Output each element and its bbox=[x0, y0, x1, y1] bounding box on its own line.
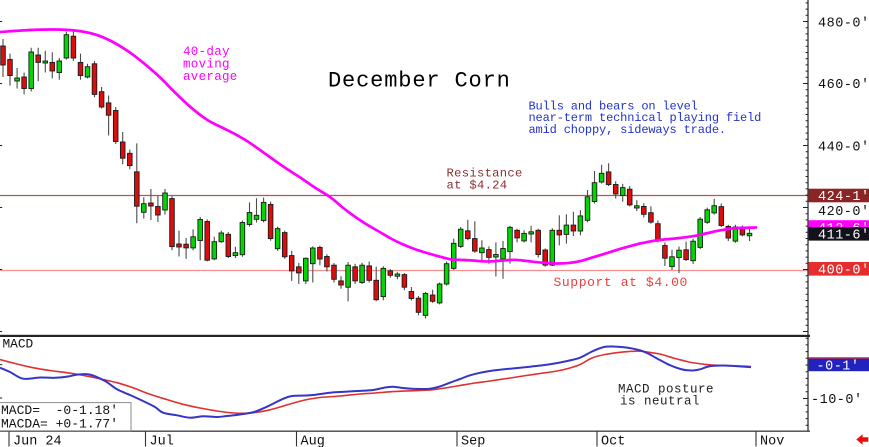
svg-text:460-0': 460-0' bbox=[818, 78, 869, 93]
svg-text:420-0': 420-0' bbox=[818, 205, 869, 220]
svg-text:MACD: MACD bbox=[3, 336, 34, 351]
svg-text:Support at $4.00: Support at $4.00 bbox=[554, 275, 688, 290]
svg-text:480-0': 480-0' bbox=[818, 17, 869, 32]
svg-text:424-1': 424-1' bbox=[818, 190, 869, 205]
svg-text:Jun 24: Jun 24 bbox=[13, 435, 62, 447]
svg-text:December Corn: December Corn bbox=[328, 69, 511, 94]
svg-text:Sep: Sep bbox=[461, 435, 485, 447]
svg-text:MACD= -0-1.18': MACD= -0-1.18' bbox=[1, 403, 118, 418]
svg-text:Jul: Jul bbox=[150, 435, 174, 447]
svg-text:-0-1': -0-1' bbox=[817, 360, 860, 375]
svg-text:Resistance: Resistance bbox=[447, 166, 523, 180]
svg-text:411-6': 411-6' bbox=[818, 228, 869, 243]
svg-text:amid choppy, sideways trade.: amid choppy, sideways trade. bbox=[529, 123, 726, 137]
svg-text:Nov: Nov bbox=[760, 435, 784, 447]
svg-text:Oct: Oct bbox=[601, 435, 625, 447]
svg-text:MACDA= +0-1.77': MACDA= +0-1.77' bbox=[1, 416, 118, 431]
svg-text:at $4.24: at $4.24 bbox=[447, 178, 508, 192]
svg-text:near-term technical playing fi: near-term technical playing field bbox=[529, 111, 762, 125]
svg-text:MACD posture: MACD posture bbox=[618, 383, 714, 397]
svg-text:440-0': 440-0' bbox=[818, 141, 869, 156]
svg-text:average: average bbox=[183, 70, 238, 84]
svg-text:Aug: Aug bbox=[301, 435, 325, 447]
svg-text:-10-0': -10-0' bbox=[811, 393, 863, 408]
svg-text:40-day: 40-day bbox=[183, 45, 230, 59]
svg-text:moving: moving bbox=[183, 58, 230, 72]
svg-text:400-0': 400-0' bbox=[818, 263, 869, 278]
svg-text:is neutral: is neutral bbox=[620, 394, 700, 408]
svg-text:Bulls and bears on level: Bulls and bears on level bbox=[529, 100, 698, 114]
